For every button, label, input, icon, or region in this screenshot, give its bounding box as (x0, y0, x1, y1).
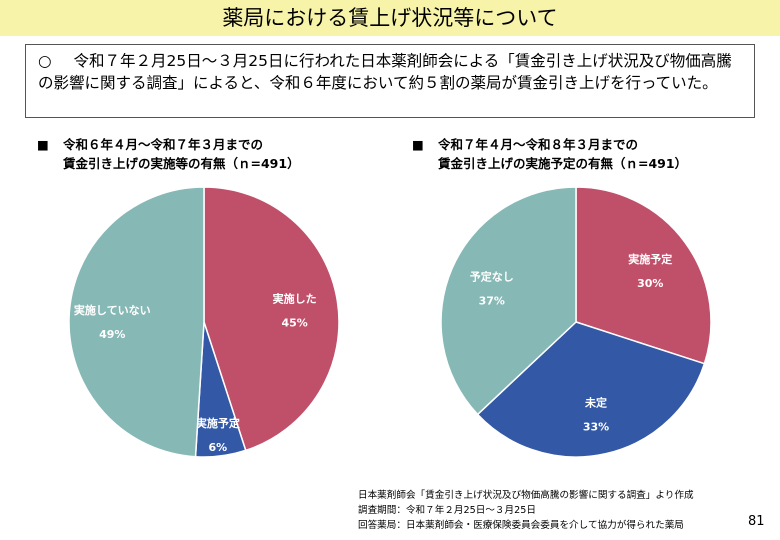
summary-bullet: ○ (38, 52, 52, 70)
right-pie-slice-label-0: 実施予定 (628, 252, 672, 266)
summary-text: 令和７年２月25日～３月25日に行われた日本薬剤師会による「賃金引き上げ状況及び… (38, 52, 732, 92)
right-pie-slice-0 (575, 186, 712, 365)
right-pie-slice-value-0: 30% (637, 277, 663, 290)
right-chart-title-line2: 賃金引き上げの実施予定の有無（ｎ=491） (438, 156, 688, 171)
square-bullet-icon: ■ (37, 137, 49, 152)
right-chart-title-line1: 令和７年４月～令和８年３月までの (438, 137, 639, 152)
left-chart-title-line1: 令和６年４月～令和７年３月までの (63, 137, 264, 152)
right-pie-slice-label-1: 未定 (584, 396, 607, 410)
right-chart-heading: ■ 令和７年４月～令和８年３月までの 賃金引き上げの実施予定の有無（ｎ=491） (412, 135, 687, 173)
source-footer: 日本薬剤師会「賃金引き上げ状況及び物価高騰の影響に関する調査」より作成 調査期間… (358, 488, 694, 533)
left-pie-slice-0 (203, 186, 340, 452)
right-pie-slice-1 (476, 321, 706, 458)
right-pie-slice-value-1: 33% (583, 421, 609, 434)
left-pie-slice-2 (68, 186, 205, 458)
page-title: 薬局における賃上げ状況等について (0, 0, 780, 36)
source-note: 日本薬剤師会「賃金引き上げ状況及び物価高騰の影響に関する調査」より作成 (358, 490, 694, 501)
left-pie-slice-label-1: 実施予定 (196, 416, 240, 430)
left-chart-heading: ■ 令和６年４月～令和７年３月までの 賃金引き上げの実施等の有無（ｎ=491） (37, 135, 300, 173)
summary-box: ○ 令和７年２月25日～３月25日に行われた日本薬剤師会による「賃金引き上げ状況及… (25, 44, 755, 118)
left-pie-slice-value-1: 6% (209, 441, 228, 454)
right-pie-slice-2 (440, 186, 577, 416)
left-pie-slice-label-2: 実施していない (74, 303, 151, 317)
right-pie-slice-value-2: 37% (479, 295, 505, 308)
left-pie-slice-value-2: 49% (99, 328, 125, 341)
left-chart-title-line2: 賃金引き上げの実施等の有無（ｎ=491） (63, 156, 300, 171)
left-pie-slice-value-0: 45% (281, 317, 307, 330)
right-pie-slice-label-2: 予定なし (470, 270, 514, 284)
survey-period: 調査期間：令和７年２月25日～３月25日 (358, 505, 536, 516)
page-number: 81 (748, 514, 765, 529)
respondent-note: 回答薬局：日本薬剤師会・医療保険委員会委員を介して協力が得られた薬局 (358, 520, 684, 531)
square-bullet-icon: ■ (412, 137, 424, 152)
left-pie-slice-label-0: 実施した (273, 292, 317, 306)
